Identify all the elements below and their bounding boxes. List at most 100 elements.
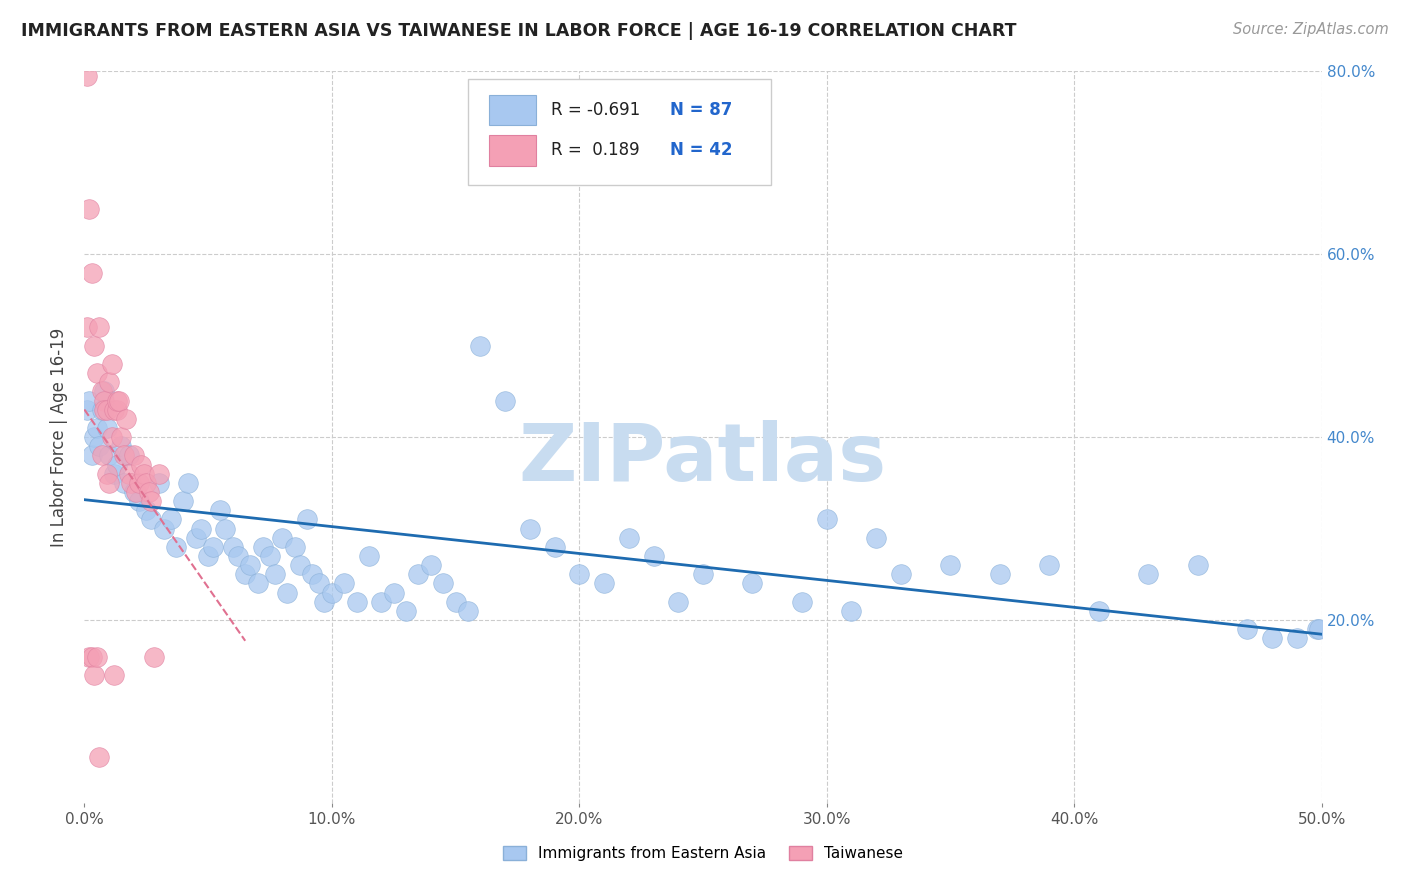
Point — [142, 649, 165, 664]
Point — [148, 467, 170, 481]
FancyBboxPatch shape — [468, 78, 770, 185]
Point — [105, 458, 128, 472]
FancyBboxPatch shape — [489, 95, 536, 126]
Point — [90, 448, 112, 462]
Point — [98, 448, 121, 462]
Point — [132, 467, 155, 481]
Point — [100, 430, 122, 444]
Point — [80, 649, 103, 664]
Point — [138, 485, 160, 500]
Point — [80, 448, 103, 462]
Point — [152, 521, 174, 535]
Point — [519, 521, 541, 535]
Point — [83, 667, 105, 681]
Point — [259, 549, 281, 563]
Point — [160, 512, 183, 526]
FancyBboxPatch shape — [489, 135, 536, 166]
Point — [112, 448, 135, 462]
Point — [93, 384, 115, 399]
Point — [172, 494, 194, 508]
Point — [103, 467, 125, 481]
Point — [165, 540, 187, 554]
Point — [790, 594, 813, 608]
Point — [96, 402, 118, 417]
Point — [288, 558, 311, 573]
Point — [103, 402, 125, 417]
Point — [1285, 632, 1308, 646]
Point — [1137, 567, 1160, 582]
Point — [86, 421, 108, 435]
Point — [370, 594, 392, 608]
Point — [118, 467, 141, 481]
Point — [103, 667, 125, 681]
Point — [128, 475, 150, 490]
Point — [617, 531, 640, 545]
Point — [1187, 558, 1209, 573]
Point — [129, 458, 152, 472]
Point — [128, 494, 150, 508]
Point — [346, 594, 368, 608]
Point — [643, 549, 665, 563]
Point — [98, 375, 121, 389]
Point — [432, 576, 454, 591]
Point — [741, 576, 763, 591]
Point — [184, 531, 207, 545]
Point — [110, 439, 132, 453]
Point — [79, 393, 101, 408]
Point — [89, 320, 111, 334]
Point — [76, 320, 98, 334]
Point — [83, 338, 105, 352]
Point — [79, 202, 101, 216]
Point — [457, 604, 479, 618]
Point — [1088, 604, 1111, 618]
Point — [271, 531, 294, 545]
Point — [301, 567, 323, 582]
Point — [815, 512, 838, 526]
Point — [692, 567, 714, 582]
Point — [100, 357, 122, 371]
Point — [89, 750, 111, 764]
Point — [86, 649, 108, 664]
Point — [98, 475, 121, 490]
Text: R = -0.691: R = -0.691 — [551, 101, 640, 120]
Point — [276, 585, 298, 599]
Point — [1305, 622, 1327, 636]
Point — [333, 576, 356, 591]
Point — [141, 494, 163, 508]
Point — [239, 558, 262, 573]
Point — [444, 594, 467, 608]
Point — [395, 604, 418, 618]
Point — [308, 576, 330, 591]
Point — [246, 576, 269, 591]
Legend: Immigrants from Eastern Asia, Taiwanese: Immigrants from Eastern Asia, Taiwanese — [503, 846, 903, 861]
Point — [470, 338, 492, 352]
Point — [593, 576, 616, 591]
Point — [177, 475, 200, 490]
Point — [79, 649, 101, 664]
Point — [115, 412, 138, 426]
Point — [419, 558, 441, 573]
Point — [295, 512, 318, 526]
Point — [841, 604, 863, 618]
Point — [86, 366, 108, 380]
Point — [321, 585, 343, 599]
Point — [865, 531, 887, 545]
Point — [214, 521, 236, 535]
Point — [202, 540, 225, 554]
Point — [222, 540, 245, 554]
Point — [357, 549, 380, 563]
Point — [93, 393, 115, 408]
Y-axis label: In Labor Force | Age 16-19: In Labor Force | Age 16-19 — [51, 327, 69, 547]
Point — [252, 540, 274, 554]
Point — [1261, 632, 1284, 646]
Point — [76, 402, 98, 417]
Text: Source: ZipAtlas.com: Source: ZipAtlas.com — [1233, 22, 1389, 37]
Point — [122, 448, 145, 462]
Point — [382, 585, 405, 599]
Point — [96, 467, 118, 481]
Point — [890, 567, 912, 582]
Point — [543, 540, 565, 554]
Point — [568, 567, 591, 582]
Point — [264, 567, 287, 582]
Point — [494, 393, 516, 408]
